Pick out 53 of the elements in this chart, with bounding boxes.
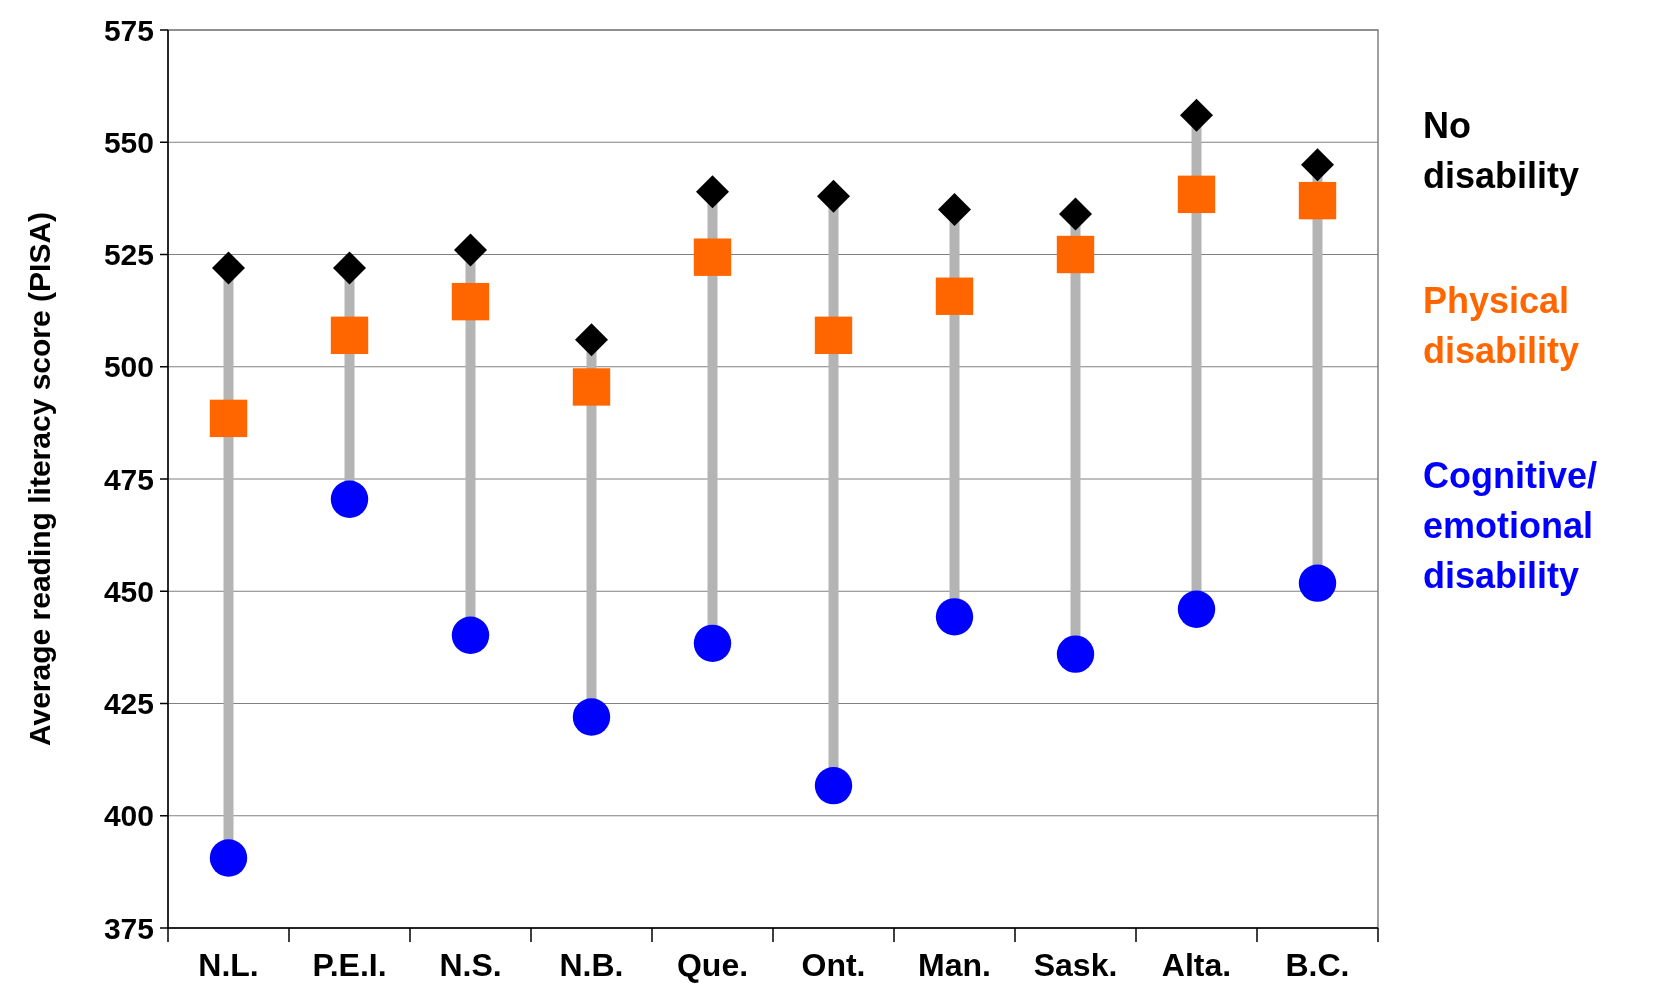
point: [451, 616, 490, 654]
x-tick-label: N.L.: [198, 947, 259, 983]
point: [1059, 197, 1092, 231]
y-tick-label: 575: [103, 13, 154, 47]
point: [1180, 98, 1213, 132]
point: [1056, 235, 1095, 274]
point: [935, 598, 974, 636]
x-tick-label: N.S.: [439, 947, 502, 983]
point: [1301, 148, 1334, 182]
point: [212, 251, 245, 285]
text: Cognitive/ emotional disability: [1423, 455, 1598, 596]
x-tick-label: Alta.: [1161, 947, 1232, 983]
text: No disability: [1423, 105, 1580, 196]
x-tick-label: B.C.: [1285, 947, 1350, 983]
point: [333, 251, 366, 285]
text: Physical disability: [1423, 280, 1580, 371]
y-tick-label: 375: [103, 911, 154, 945]
point: [209, 399, 248, 438]
x-tick-label: Man.: [918, 947, 991, 983]
point: [1177, 590, 1216, 628]
point: [1298, 181, 1337, 220]
y-tick-label: 425: [103, 687, 154, 720]
y-tick-label: 400: [103, 799, 154, 833]
point: [1056, 635, 1095, 673]
x-tick-label: Ont.: [801, 947, 866, 983]
point: [330, 316, 369, 355]
x-tick-label: Sask.: [1033, 947, 1118, 983]
x-tick-label: N.B.: [559, 947, 624, 983]
point: [814, 316, 853, 355]
point: [572, 368, 611, 406]
y-tick-label: 500: [103, 350, 154, 384]
point: [814, 766, 853, 805]
y-tick-label: 450: [103, 574, 154, 608]
point: [817, 179, 850, 213]
y-tick-label: 525: [103, 238, 154, 271]
x-tick-label: P.E.I.: [312, 947, 387, 983]
y-tick-label: 550: [103, 125, 154, 159]
point: [696, 175, 729, 209]
point: [575, 323, 608, 357]
point: [938, 193, 971, 227]
point: [209, 839, 248, 877]
point: [451, 282, 490, 321]
point: [693, 238, 732, 276]
point: [935, 277, 974, 315]
point: [454, 233, 487, 267]
point: [1298, 564, 1337, 602]
y-tick-label: 475: [103, 462, 154, 496]
point: [330, 480, 369, 518]
point: [572, 698, 611, 736]
y-axis-title: Average reading literacy score (PISA): [23, 211, 56, 747]
x-tick-label: Que.: [676, 947, 749, 983]
point: [693, 624, 732, 663]
point: [1177, 175, 1216, 214]
